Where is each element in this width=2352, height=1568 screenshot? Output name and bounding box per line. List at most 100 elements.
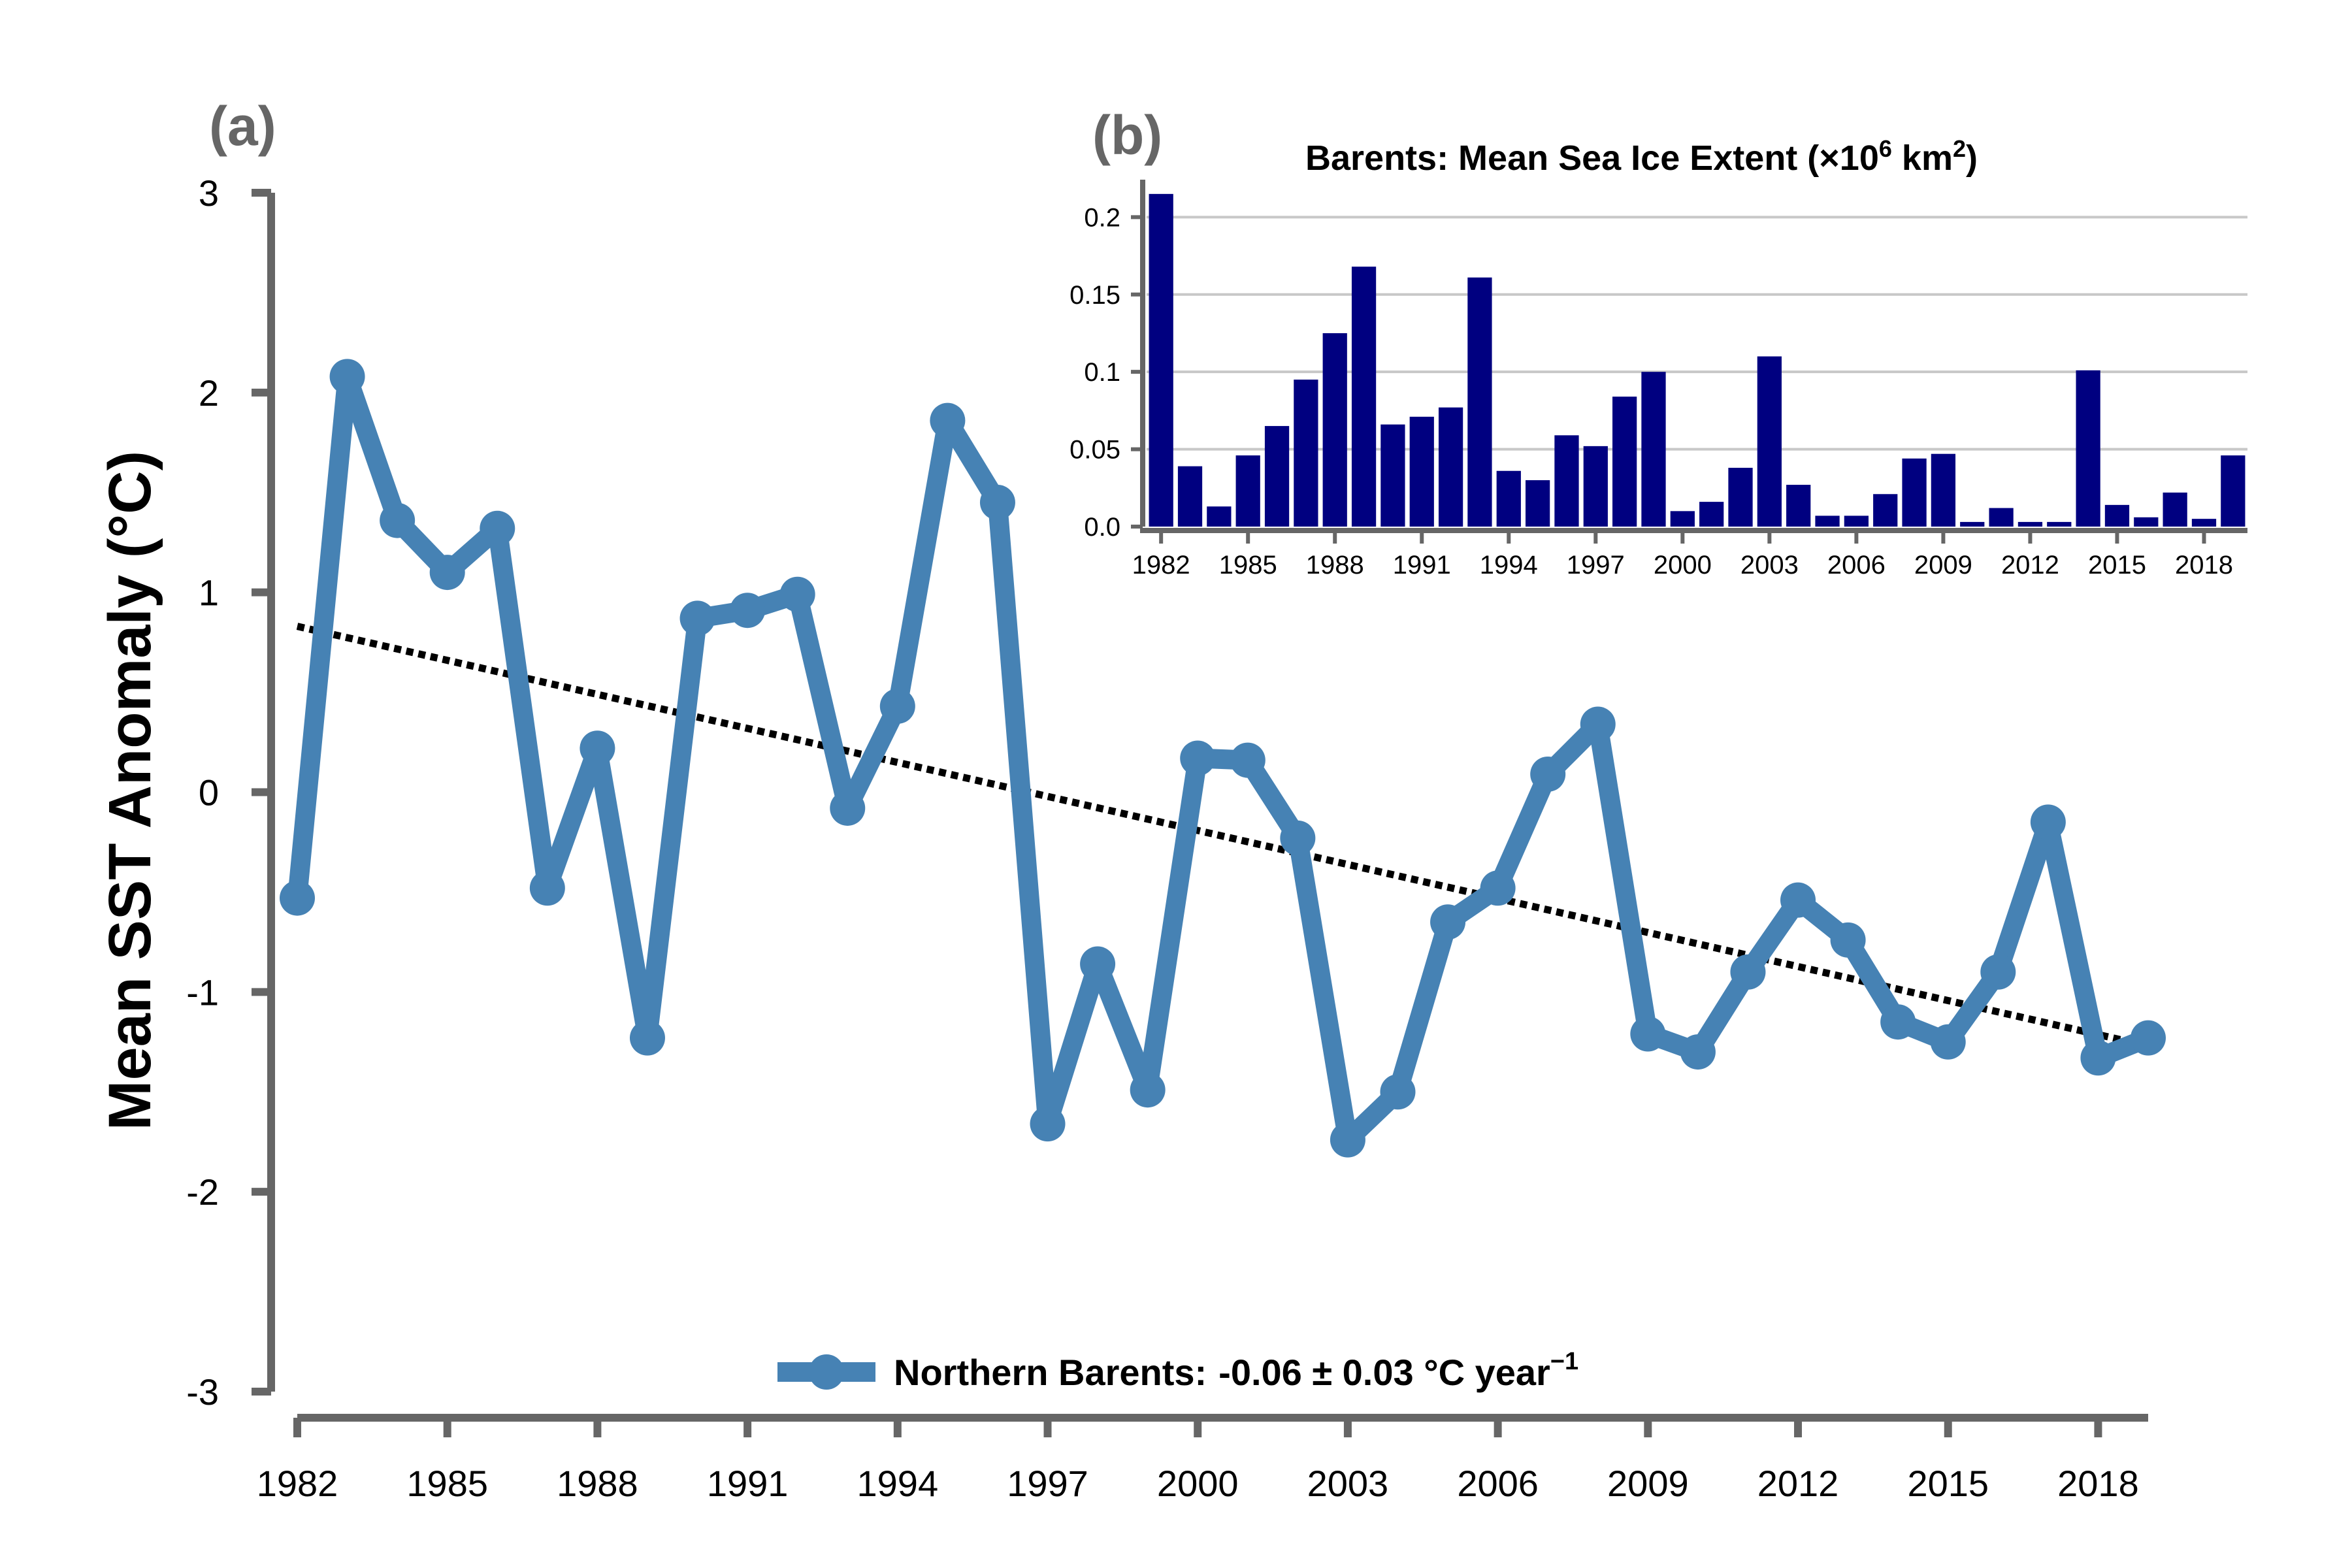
x-tick-label: 2006 xyxy=(1457,1463,1539,1504)
data-point xyxy=(529,870,565,906)
bar xyxy=(1207,506,1232,527)
y-tick-label: 3 xyxy=(199,172,219,214)
sst-series xyxy=(280,359,2166,1158)
panel-b-label: (b) xyxy=(1092,105,1162,166)
bar xyxy=(1409,416,1434,527)
y-tick-label: 0 xyxy=(199,772,219,813)
bar xyxy=(2163,492,2187,527)
bar xyxy=(1728,468,1753,527)
bar xyxy=(1757,356,1782,527)
data-point xyxy=(1830,922,1866,958)
bar xyxy=(1699,502,1724,527)
bar xyxy=(1149,193,1173,527)
inset-x-tick-label: 1997 xyxy=(1567,551,1625,580)
bar xyxy=(1960,521,1985,527)
data-point xyxy=(1180,740,1216,776)
inset-x-tick-label: 1982 xyxy=(1132,551,1190,580)
y-axis-label: Mean SST Anomaly (°C) xyxy=(97,451,163,1130)
inset-x-tick-label: 2000 xyxy=(1654,551,1712,580)
trend-dotted-line xyxy=(296,623,2149,1050)
x-tick-label: 2003 xyxy=(1307,1463,1389,1504)
inset-x-tick-label: 2012 xyxy=(2001,551,2059,580)
bar xyxy=(1496,470,1521,527)
y-tick-label: -2 xyxy=(186,1171,219,1213)
trend-line xyxy=(296,623,2149,1050)
data-point xyxy=(1580,706,1616,742)
bar xyxy=(1554,435,1579,527)
legend-label-sup: −1 xyxy=(1550,1348,1578,1375)
inset-x-tick-label: 2006 xyxy=(1827,551,1886,580)
bar xyxy=(1294,380,1318,527)
x-tick-label: 1988 xyxy=(557,1463,638,1504)
inset-x-tick-label: 1985 xyxy=(1219,551,1277,580)
inset-x-tick-label: 2003 xyxy=(1740,551,1799,580)
bar xyxy=(1235,455,1260,527)
panel-a-label: (a) xyxy=(209,95,276,157)
data-point xyxy=(1230,742,1266,778)
data-point xyxy=(1930,1024,1966,1060)
y-tick-label: 1 xyxy=(199,572,219,613)
legend-label: Northern Barents: -0.06 ± 0.03 °C year−1 xyxy=(894,1348,1578,1393)
data-point xyxy=(1430,904,1466,940)
title-mid: km xyxy=(1892,139,1953,178)
legend: Northern Barents: -0.06 ± 0.03 °C year−1 xyxy=(777,1348,1578,1393)
bar xyxy=(1177,466,1203,527)
data-point xyxy=(930,402,966,438)
title-suffix: ) xyxy=(1966,139,1978,178)
panel-a-sst-chart: (a) Mean SST Anomaly (°C) 3 2 1 0 -1 -2 -3 198… xyxy=(97,95,2166,1504)
bar xyxy=(1467,277,1492,527)
bar xyxy=(1380,424,1405,527)
x-tick-label: 1994 xyxy=(857,1463,939,1504)
inset-x-tick-label: 2018 xyxy=(2175,551,2233,580)
x-tick-label: 2000 xyxy=(1157,1463,1239,1504)
bar xyxy=(1641,372,1666,527)
inset-x-axis: 1982 1985 1988 1991 1994 1997 2000 2003 2006 2009… xyxy=(1132,528,2247,580)
x-axis: 1982 1985 1988 1991 1994 1997 2000 2003 2006 2009… xyxy=(257,1414,2148,1504)
title-sup-2: 2 xyxy=(1953,135,1966,162)
data-point xyxy=(580,730,615,766)
bar xyxy=(1873,494,1898,527)
inset-y-tick-label: 0.05 xyxy=(1070,436,1120,465)
legend-marker-swatch xyxy=(809,1354,844,1390)
data-point xyxy=(629,1020,665,1056)
data-point xyxy=(879,688,915,724)
data-point xyxy=(1280,820,1316,856)
inset-y-tick-label: 0.0 xyxy=(1084,513,1120,542)
x-tick-label: 2015 xyxy=(1907,1463,1989,1504)
data-point xyxy=(1780,882,1816,918)
bar xyxy=(2076,370,2100,527)
data-point xyxy=(1730,954,1766,990)
data-point xyxy=(1080,946,1116,982)
panel-b-title: Barents: Mean Sea Ice Extent (×106 km2) xyxy=(1305,135,1978,178)
data-point xyxy=(429,555,465,591)
bar xyxy=(1322,333,1347,527)
bar xyxy=(1438,407,1463,527)
bar xyxy=(1264,426,1290,527)
x-tick-label: 1985 xyxy=(406,1463,488,1504)
inset-y-axis: 0.0 0.05 0.1 0.15 0.2 xyxy=(1070,180,1145,542)
inset-x-tick-label: 1988 xyxy=(1306,551,1364,580)
bars xyxy=(1149,193,2246,527)
inset-x-tick-label: 1991 xyxy=(1393,551,1451,580)
legend-label-prefix: Northern Barents: xyxy=(894,1352,1207,1393)
inset-x-tick-label: 2009 xyxy=(1914,551,1972,580)
data-point xyxy=(280,880,315,916)
data-point xyxy=(730,593,766,629)
data-point xyxy=(1880,1004,1916,1040)
y-tick-label: -3 xyxy=(186,1371,219,1413)
bar xyxy=(1786,485,1811,527)
bar xyxy=(1844,515,1869,527)
bar xyxy=(1612,397,1637,527)
x-tick-label: 1982 xyxy=(257,1463,338,1504)
bar xyxy=(2134,517,2159,527)
inset-y-tick-label: 0.1 xyxy=(1084,358,1120,387)
data-point xyxy=(979,485,1015,521)
bar xyxy=(1583,446,1608,527)
x-tick-label: 2018 xyxy=(2057,1463,2139,1504)
data-point xyxy=(1630,1016,1666,1052)
inset-y-tick-label: 0.2 xyxy=(1084,203,1120,232)
bar xyxy=(1351,267,1377,527)
data-point xyxy=(329,359,365,395)
y-axis: 3 2 1 0 -1 -2 -3 xyxy=(186,172,275,1413)
